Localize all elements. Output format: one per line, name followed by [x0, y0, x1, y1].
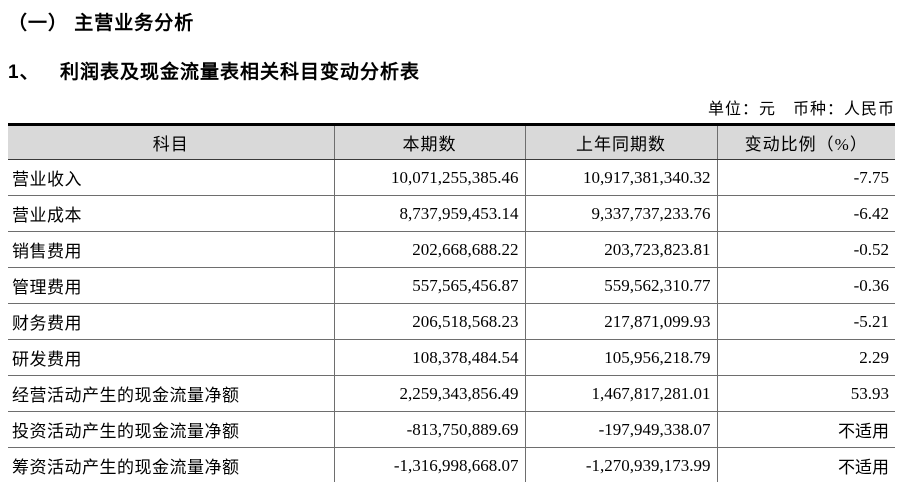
row-value-cell: -7.75: [716, 159, 895, 196]
row-value-cell: 53.93: [716, 375, 895, 412]
row-subject-cell: 营业收入: [8, 159, 334, 196]
table-row: 筹资活动产生的现金流量净额 -1,316,998,668.07 -1,270,939…: [8, 447, 895, 482]
subsection-heading: 1、 利润表及现金流量表相关科目变动分析表: [8, 61, 895, 85]
row-subject-cell: 财务费用: [8, 303, 334, 340]
row-subject-cell: 营业成本: [8, 195, 334, 232]
column-header-change-ratio: 变动比例（%）: [716, 124, 895, 160]
profit-cashflow-table: 科目 本期数 上年同期数 变动比例（%） 营业收入 10,071,255,385.…: [8, 123, 895, 482]
table-row: 管理费用 557,565,456.87 559,562,310.77 -0.36: [8, 267, 895, 304]
table-row: 研发费用 108,378,484.54 105,956,218.79 2.29: [8, 339, 895, 376]
row-subject-cell: 销售费用: [8, 231, 334, 268]
unit-currency-note: 单位：元 币种：人民币: [707, 101, 895, 118]
subsection-number: 1、: [8, 62, 40, 83]
row-value-cell: 10,917,381,340.32: [524, 159, 717, 196]
row-value-cell: 105,956,218.79: [524, 339, 717, 376]
row-value-cell: -0.36: [716, 267, 895, 304]
table-row: 销售费用 202,668,688.22 203,723,823.81 -0.52: [8, 231, 895, 268]
row-subject-cell: 研发费用: [8, 339, 334, 376]
row-value-cell: -5.21: [716, 303, 895, 340]
row-value-cell: 2.29: [716, 339, 895, 376]
row-value-cell: -6.42: [716, 195, 895, 232]
row-value-cell: 8,737,959,453.14: [333, 195, 525, 232]
subsection-title: 利润表及现金流量表相关科目变动分析表: [60, 62, 421, 83]
table-row: 营业收入 10,071,255,385.46 10,917,381,340.32 -7…: [8, 159, 895, 196]
table-row: 投资活动产生的现金流量净额 -813,750,889.69 -197,949,338…: [8, 411, 895, 448]
table-row: 营业成本 8,737,959,453.14 9,337,737,233.76 -6.4…: [8, 195, 895, 232]
row-subject-cell: 经营活动产生的现金流量净额: [8, 375, 334, 412]
row-value-cell: -197,949,338.07: [524, 411, 717, 448]
table-row: 财务费用 206,518,568.23 217,871,099.93 -5.21: [8, 303, 895, 340]
table-row: 经营活动产生的现金流量净额 2,259,343,856.49 1,467,817,2…: [8, 375, 895, 412]
row-value-cell: -1,270,939,173.99: [524, 447, 717, 482]
row-value-cell: 202,668,688.22: [333, 231, 525, 268]
table-body: 营业收入 10,071,255,385.46 10,917,381,340.32 -7…: [8, 159, 895, 482]
table-header-row: 科目 本期数 上年同期数 变动比例（%）: [8, 124, 895, 160]
column-header-current-period: 本期数: [333, 124, 525, 160]
row-value-cell: -813,750,889.69: [333, 411, 525, 448]
row-value-cell: 217,871,099.93: [524, 303, 717, 340]
row-value-cell: -1,316,998,668.07: [333, 447, 525, 482]
column-header-subject: 科目: [8, 124, 334, 160]
row-value-cell: 2,259,343,856.49: [333, 375, 525, 412]
row-value-cell: 10,071,255,385.46: [333, 159, 525, 196]
row-subject-cell: 投资活动产生的现金流量净额: [8, 411, 334, 448]
column-header-prior-period: 上年同期数: [524, 124, 717, 160]
row-value-cell: 108,378,484.54: [333, 339, 525, 376]
section-title: （一） 主营业务分析: [8, 13, 195, 34]
row-value-cell: 203,723,823.81: [524, 231, 717, 268]
row-subject-cell: 筹资活动产生的现金流量净额: [12, 458, 240, 477]
row-value-cell: 206,518,568.23: [333, 303, 525, 340]
row-value-cell: 1,467,817,281.01: [524, 375, 717, 412]
row-value-cell: 557,565,456.87: [333, 267, 525, 304]
row-value-cell: 9,337,737,233.76: [524, 195, 717, 232]
row-subject-cell: 管理费用: [8, 267, 334, 304]
row-value-cell: -0.52: [716, 231, 895, 268]
row-value-cell: 不适用: [716, 447, 895, 482]
row-value-cell: 不适用: [716, 411, 895, 448]
row-value-cell: 559,562,310.77: [524, 267, 717, 304]
